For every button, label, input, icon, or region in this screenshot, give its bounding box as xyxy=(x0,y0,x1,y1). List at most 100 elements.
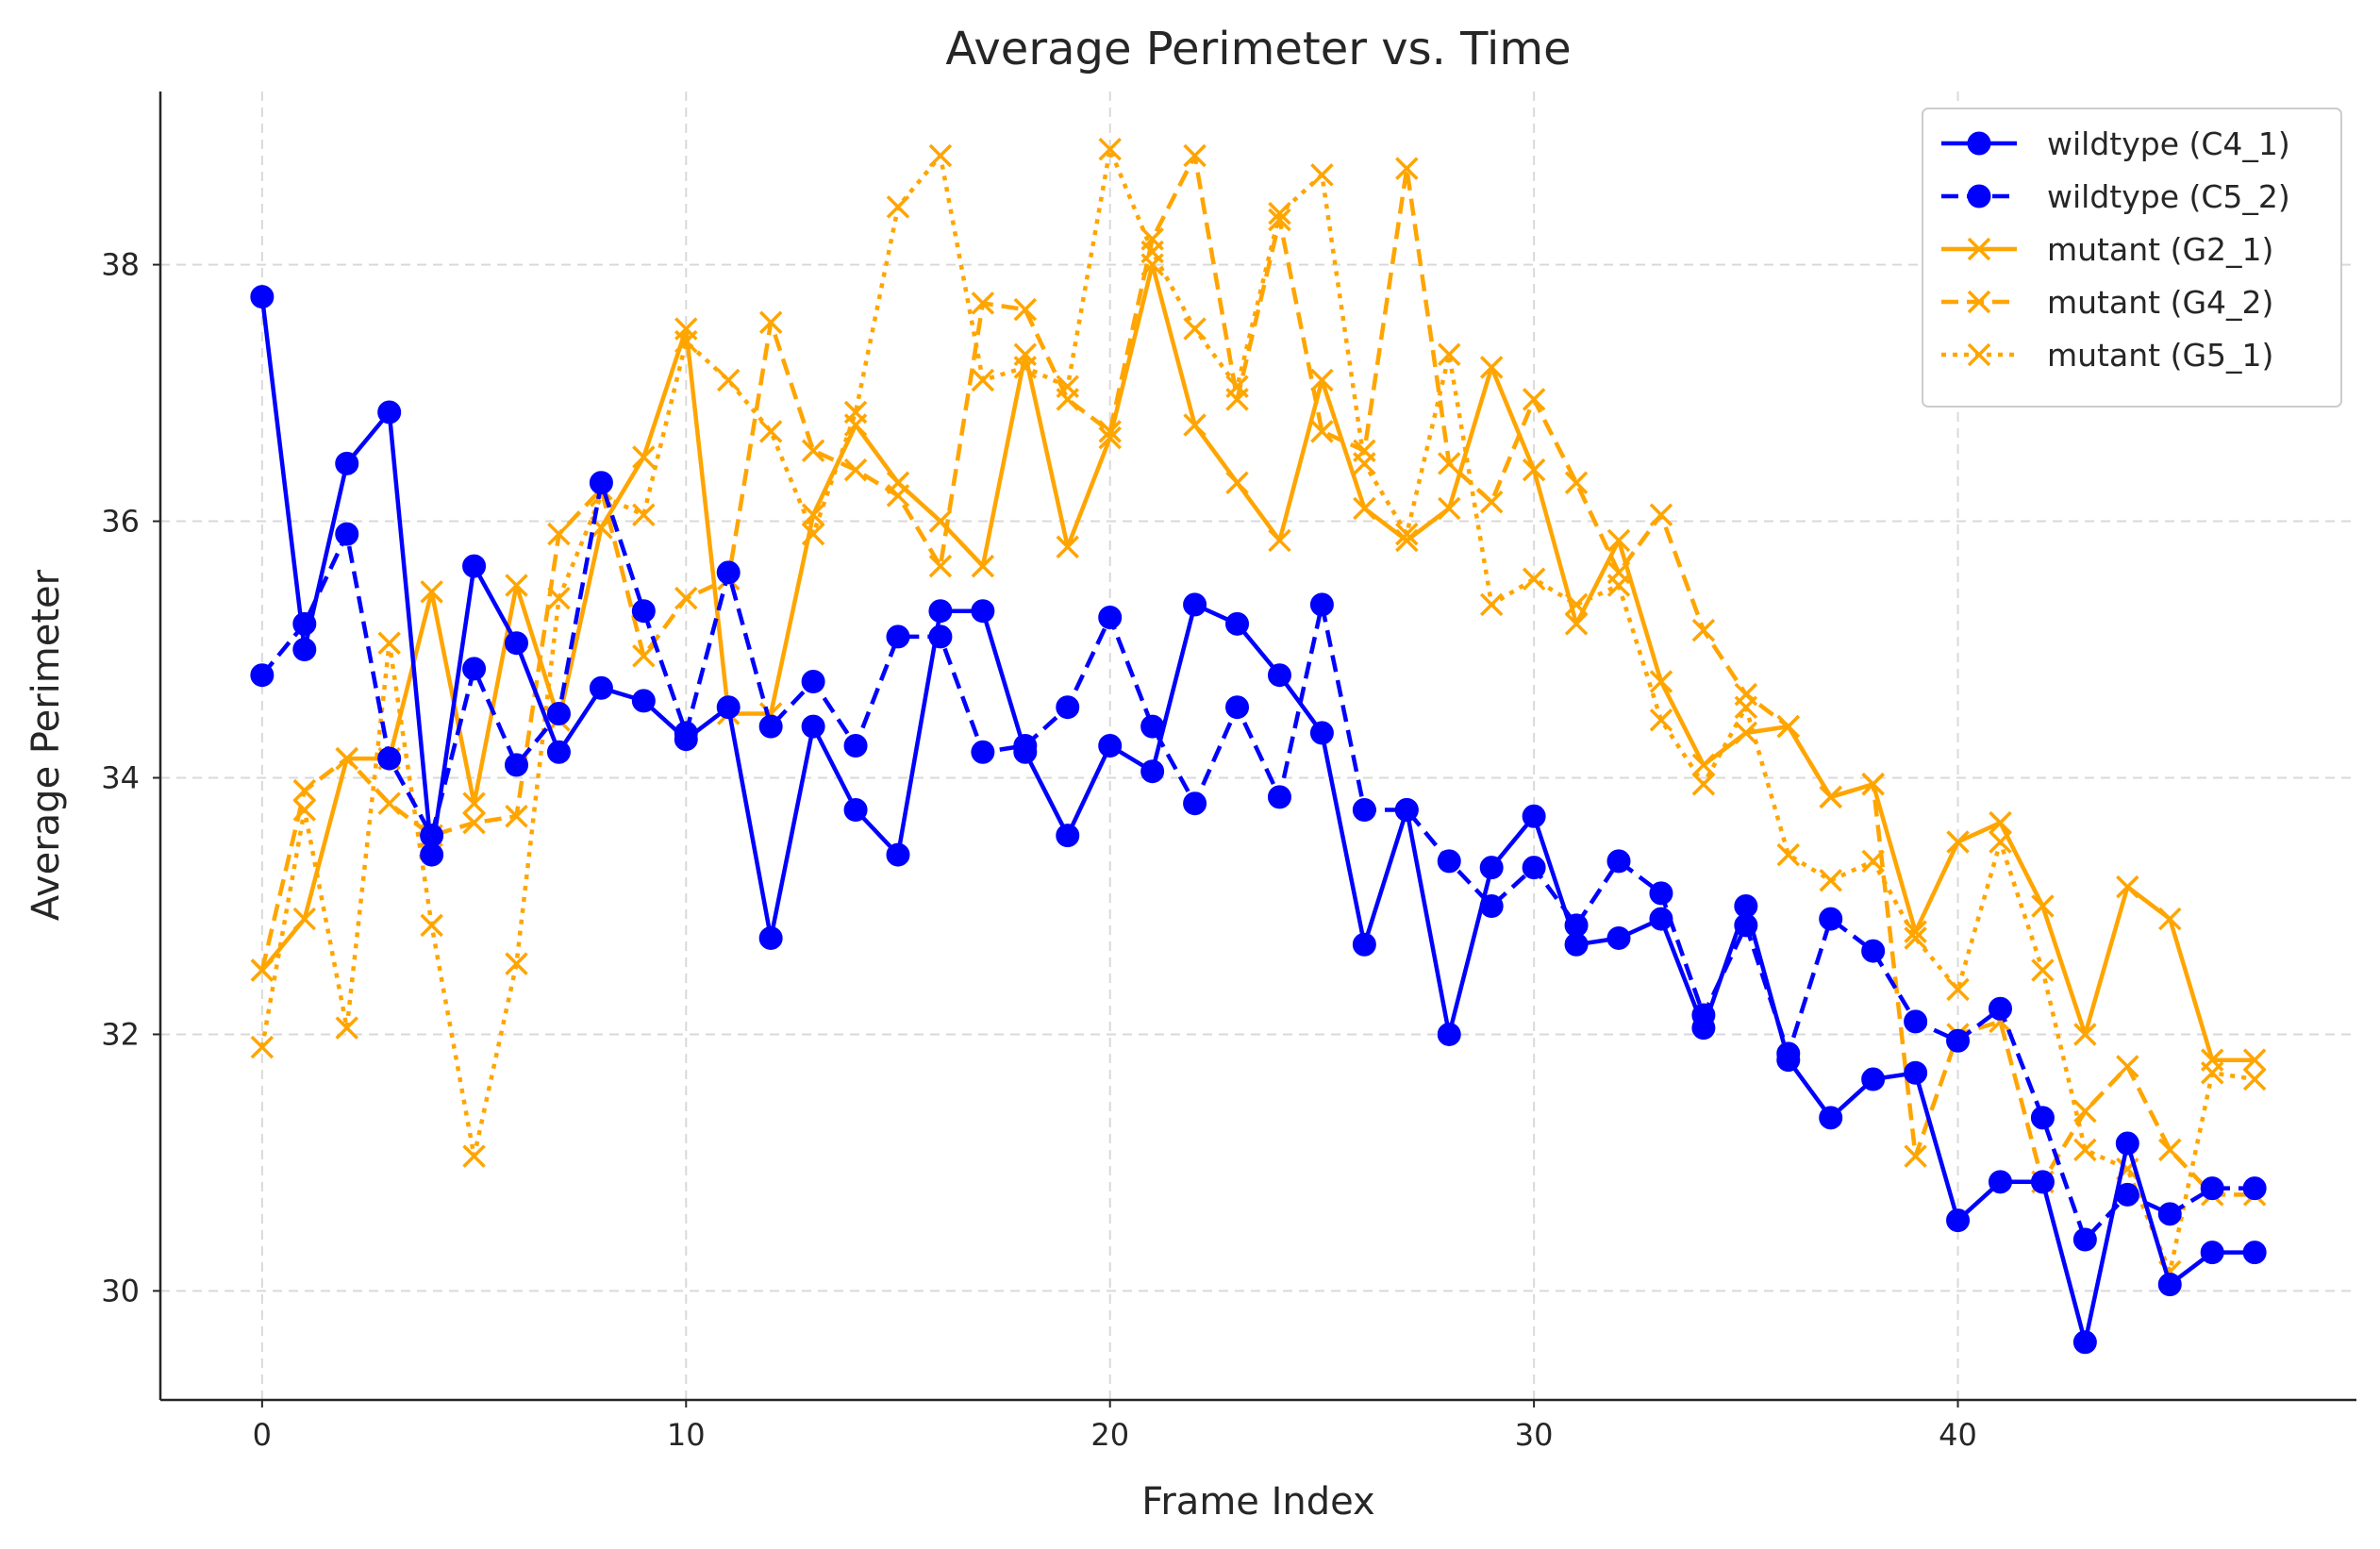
data-point xyxy=(1649,708,1673,732)
data-point xyxy=(1861,849,1885,874)
data-point xyxy=(801,439,825,462)
y-tick-label: 30 xyxy=(101,1273,140,1308)
legend-label: wildtype (C5_2) xyxy=(2047,178,2290,215)
data-point xyxy=(1649,881,1673,906)
data-point xyxy=(1904,1060,1928,1085)
data-point xyxy=(1691,773,1716,796)
data-point xyxy=(2030,1170,2055,1194)
data-point xyxy=(1056,535,1079,558)
data-point xyxy=(971,368,995,392)
data-point xyxy=(971,740,995,764)
data-point xyxy=(2200,1061,2224,1085)
data-point xyxy=(1946,1208,1971,1233)
data-point xyxy=(547,522,571,546)
data-point xyxy=(335,451,359,475)
series-2 xyxy=(250,471,2267,1252)
legend-marker xyxy=(1967,184,1991,208)
data-point xyxy=(1140,759,1165,784)
data-point xyxy=(377,791,401,815)
data-point xyxy=(971,291,995,315)
ticks: 0 10 20 30 40 30 32 34 36 38 xyxy=(101,247,1977,1453)
data-point xyxy=(1056,695,1080,720)
legend-label: wildtype (C4_1) xyxy=(2047,125,2290,162)
series-1 xyxy=(250,285,2267,1355)
data-point xyxy=(2242,1048,2267,1072)
data-point xyxy=(1395,157,1419,180)
data-point xyxy=(1861,773,1885,796)
data-point xyxy=(1649,670,1673,693)
data-point xyxy=(1819,869,1842,892)
data-point xyxy=(843,400,868,425)
data-point xyxy=(886,195,910,219)
data-point xyxy=(1353,496,1376,521)
data-point xyxy=(2115,1131,2139,1156)
data-point xyxy=(2073,1099,2097,1124)
data-point xyxy=(1140,240,1164,264)
data-point xyxy=(1098,734,1123,758)
x-tick-label: 20 xyxy=(1090,1417,1129,1453)
data-point xyxy=(377,400,402,425)
data-point xyxy=(886,842,910,867)
data-point xyxy=(589,675,613,700)
y-tick-label: 36 xyxy=(101,504,140,540)
legend-entry: mutant (G4_2) xyxy=(1941,284,2273,321)
data-point xyxy=(462,791,486,815)
data-point xyxy=(1861,939,1886,963)
data-point xyxy=(1056,375,1079,398)
data-point xyxy=(1904,926,1927,950)
legend-box xyxy=(1922,108,2342,408)
data-point xyxy=(335,1016,358,1040)
data-point xyxy=(1522,567,1546,591)
data-point xyxy=(1988,1170,2012,1194)
series-line xyxy=(260,262,2255,1062)
data-point xyxy=(2073,1138,2097,1162)
data-point xyxy=(2242,1176,2267,1201)
data-point xyxy=(1437,1022,1461,1046)
data-point xyxy=(1225,471,1249,494)
y-axis-label: Average Perimeter xyxy=(25,569,68,921)
data-point xyxy=(1522,458,1546,482)
data-point xyxy=(292,907,317,931)
data-point xyxy=(1946,1028,1971,1053)
data-point xyxy=(377,746,402,771)
data-point xyxy=(1649,907,1673,931)
data-point xyxy=(2157,1202,2182,1226)
data-point xyxy=(843,734,868,758)
data-point xyxy=(1056,824,1080,848)
data-point xyxy=(505,753,529,777)
legend: wildtype (C4_1) wildtype (C5_2)mutant (G2… xyxy=(1922,108,2342,408)
legend-marker xyxy=(1967,237,1991,261)
data-point xyxy=(1819,907,1843,931)
data-point xyxy=(1479,592,1504,617)
legend-marker xyxy=(1967,342,1991,367)
legend-entry: mutant (G2_1) xyxy=(1941,231,2273,268)
data-point xyxy=(632,445,656,469)
x-tick-label: 10 xyxy=(667,1417,706,1453)
x-axis-label: Frame Index xyxy=(1141,1480,1374,1524)
data-point xyxy=(1225,611,1250,636)
data-point xyxy=(1904,1009,1928,1034)
data-point xyxy=(1734,893,1758,918)
data-point xyxy=(758,714,783,739)
data-point xyxy=(716,560,741,585)
data-point xyxy=(292,638,317,662)
data-point xyxy=(2072,1330,2097,1355)
data-point xyxy=(971,554,995,578)
legend-label: mutant (G2_1) xyxy=(2047,231,2273,268)
data-point xyxy=(292,778,317,803)
data-point xyxy=(758,420,783,443)
data-point xyxy=(1776,714,1801,739)
legend-entry: mutant (G5_1) xyxy=(1941,337,2273,374)
data-point xyxy=(505,631,529,656)
data-point xyxy=(716,368,741,392)
data-point xyxy=(1395,528,1419,553)
data-point xyxy=(462,1144,486,1168)
data-point xyxy=(2158,1138,2182,1162)
data-point xyxy=(1225,375,1249,398)
data-point xyxy=(1606,925,1631,950)
data-point xyxy=(758,310,783,335)
data-point xyxy=(1734,695,1758,719)
data-point xyxy=(1098,425,1122,450)
data-point xyxy=(674,329,698,354)
data-point xyxy=(1438,496,1461,521)
